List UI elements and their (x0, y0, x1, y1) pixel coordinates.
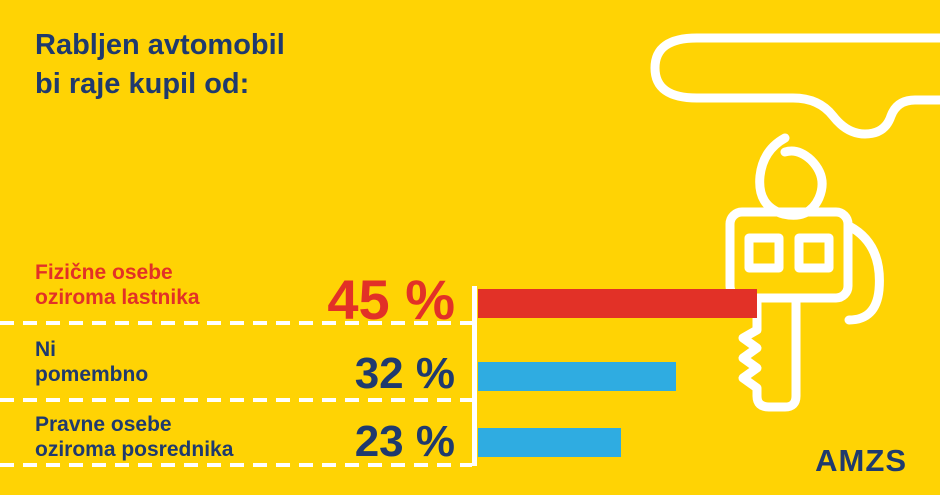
bar-value-fizicne-osebe: 45 % (327, 268, 455, 331)
bar-pravne-osebe (478, 428, 621, 457)
bar-label-line: Fizične osebe (35, 261, 173, 284)
bar-label-line: pomembno (35, 363, 149, 386)
dashed-separator (0, 321, 472, 325)
amzs-logo: AMZS (815, 443, 907, 478)
title-line-2: bi raje kupil od: (35, 68, 250, 100)
bar-label-ni-pomembno: Ni pomembno (35, 337, 148, 387)
bar-label-line: oziroma lastnika (35, 286, 200, 309)
bar-value-pravne-osebe: 23 % (354, 417, 455, 466)
dashed-separator (0, 398, 472, 402)
bar-fizicne-osebe (478, 289, 757, 318)
page-title: Rabljen avtomobil bi raje kupil od: (35, 26, 285, 104)
hand-key-illustration (635, 0, 940, 420)
bar-label-line: Ni (35, 338, 56, 361)
bar-ni-pomembno (478, 362, 676, 391)
title-line-1: Rabljen avtomobil (35, 29, 285, 61)
dashed-separator (0, 463, 472, 467)
bar-label-line: oziroma posrednika (35, 438, 234, 461)
bar-label-fizicne-osebe: Fizične osebe oziroma lastnika (35, 260, 200, 310)
chart-baseline (472, 286, 477, 466)
bar-label-pravne-osebe: Pravne osebe oziroma posrednika (35, 412, 233, 462)
car-key-hand-icon (650, 33, 940, 412)
bar-value-ni-pomembno: 32 % (354, 349, 455, 398)
bar-label-line: Pravne osebe (35, 413, 172, 436)
